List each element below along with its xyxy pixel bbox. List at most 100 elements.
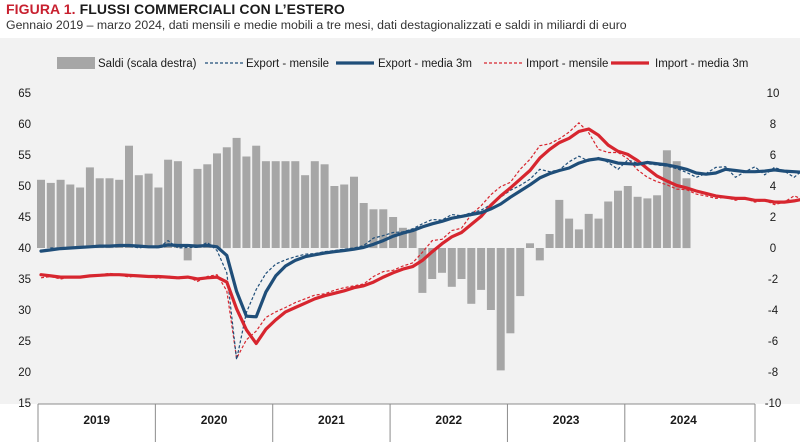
saldi-bar xyxy=(66,184,75,248)
saldi-bar xyxy=(467,248,476,304)
saldi-bar xyxy=(545,234,554,248)
legend-label-export_3m: Export - media 3m xyxy=(378,58,472,70)
saldi-bar xyxy=(457,248,466,279)
saldi-bar xyxy=(506,248,515,334)
saldi-bar xyxy=(516,248,525,297)
chart-area: 2019 2020 2021 2022 2023 2024 15 20 25 30 35 40 45 50… xyxy=(0,38,800,442)
saldi-bar xyxy=(614,190,622,248)
saldi-bar xyxy=(535,248,544,261)
year-label-2022: 2022 xyxy=(435,413,462,427)
saldi-bar xyxy=(291,161,300,248)
saldi-bar xyxy=(193,168,202,248)
saldi-bar xyxy=(672,161,681,248)
x-axis-year-labels: 2019 2020 2021 2022 2023 2024 xyxy=(37,404,756,442)
chart-legend: Saldi (scala destra) Export - mensile Expo… xyxy=(57,57,748,70)
saldi-bar xyxy=(301,175,310,248)
y-tick-label: 45 xyxy=(18,212,31,224)
y2-tick-label: -6 xyxy=(768,336,778,348)
y2-tick-label: -2 xyxy=(768,274,778,286)
saldi-bar xyxy=(203,164,212,248)
saldi-bar xyxy=(144,173,153,248)
saldi-bar xyxy=(37,179,45,248)
saldi-bar xyxy=(623,186,632,248)
y-tick-label: 55 xyxy=(18,150,31,162)
saldi-bar xyxy=(95,178,104,249)
figure-title: FLUSSI COMMERCIALI CON L’ESTERO xyxy=(79,1,345,17)
saldi-bar xyxy=(633,196,642,248)
saldi-bar xyxy=(154,187,163,248)
y-tick-label: 30 xyxy=(18,305,31,317)
legend-label-export_m: Export - mensile xyxy=(246,58,329,70)
saldi-bar xyxy=(379,209,388,249)
legend-label-saldi: Saldi (scala destra) xyxy=(98,58,197,70)
saldi-bar xyxy=(281,161,290,248)
saldi-bar xyxy=(105,178,114,249)
saldi-bar xyxy=(222,147,231,249)
saldi-bar xyxy=(46,182,55,248)
saldi-bar xyxy=(418,248,427,293)
year-label-2023: 2023 xyxy=(553,413,580,427)
saldi-bar xyxy=(438,248,446,273)
year-label-2024: 2024 xyxy=(670,413,697,427)
y2-tick-label: 10 xyxy=(767,88,780,100)
y-tick-label: 60 xyxy=(18,119,31,131)
y2-tick-label: 6 xyxy=(770,150,776,162)
saldi-bar xyxy=(555,199,564,248)
y-tick-label: 50 xyxy=(18,181,31,193)
chart-subtitle: Gennaio 2019 – marzo 2024, dati mensili … xyxy=(6,18,627,32)
y-axis-left: 15 20 25 30 35 40 45 50 55 60 65 xyxy=(18,88,31,410)
saldi-bar xyxy=(574,229,583,248)
saldi-bar xyxy=(173,161,182,248)
y-tick-label: 15 xyxy=(18,398,31,410)
saldi-bar xyxy=(584,213,593,248)
y-axis-right: -10 -8 -6 -4 -2 0 2 4 6 8 10 xyxy=(765,88,782,410)
import-3m-average-line xyxy=(39,127,800,346)
saldi-bar xyxy=(526,243,534,248)
saldi-bar xyxy=(320,164,329,248)
saldi-bars xyxy=(37,137,691,371)
saldi-bar xyxy=(340,184,349,248)
year-label-2019: 2019 xyxy=(83,413,110,427)
y2-tick-label: -8 xyxy=(768,367,778,379)
saldi-bar xyxy=(271,161,280,248)
year-label-2021: 2021 xyxy=(318,413,345,427)
legend-label-import_3m: Import - media 3m xyxy=(655,58,748,70)
y-tick-label: 25 xyxy=(18,336,31,348)
saldi-bar xyxy=(252,145,261,248)
saldi-bar xyxy=(183,248,192,261)
saldi-bar xyxy=(242,156,251,248)
export-3m-average-line xyxy=(39,157,800,319)
y2-tick-label: 4 xyxy=(770,181,777,193)
saldi-bar xyxy=(565,218,574,248)
saldi-bar xyxy=(125,145,133,248)
saldi-bar xyxy=(398,227,407,248)
y2-tick-label: -4 xyxy=(768,305,779,317)
saldi-bar xyxy=(682,178,691,249)
y2-tick-label: -10 xyxy=(765,398,782,410)
saldi-bar xyxy=(76,187,85,248)
y2-tick-label: 8 xyxy=(770,119,776,131)
saldi-bar xyxy=(594,218,603,248)
saldi-bar xyxy=(85,167,94,248)
saldi-bar xyxy=(653,195,662,248)
saldi-bar xyxy=(359,203,368,248)
legend-swatch-saldi xyxy=(57,57,95,69)
saldi-bar xyxy=(232,137,241,248)
figure-label: FIGURA 1. xyxy=(6,1,76,17)
saldi-bar xyxy=(477,248,486,290)
x-axis-band xyxy=(0,404,800,442)
saldi-bar xyxy=(330,186,339,248)
saldi-bar xyxy=(310,161,319,248)
saldi-bar xyxy=(604,201,613,248)
saldi-bar xyxy=(486,248,495,310)
year-label-2020: 2020 xyxy=(201,413,228,427)
saldi-bar xyxy=(261,161,270,248)
saldi-bar xyxy=(350,176,358,248)
saldi-bar xyxy=(115,179,124,248)
y-tick-label: 20 xyxy=(18,367,31,379)
legend-label-import_m: Import - mensile xyxy=(526,58,608,70)
chart-title: FIGURA 1. FLUSSI COMMERCIALI CON L’ESTER… xyxy=(6,1,345,17)
saldi-bar xyxy=(164,159,173,248)
trade-flows-chart: 2019 2020 2021 2022 2023 20241520253035404550… xyxy=(0,38,800,442)
import-monthly-line xyxy=(40,121,800,361)
